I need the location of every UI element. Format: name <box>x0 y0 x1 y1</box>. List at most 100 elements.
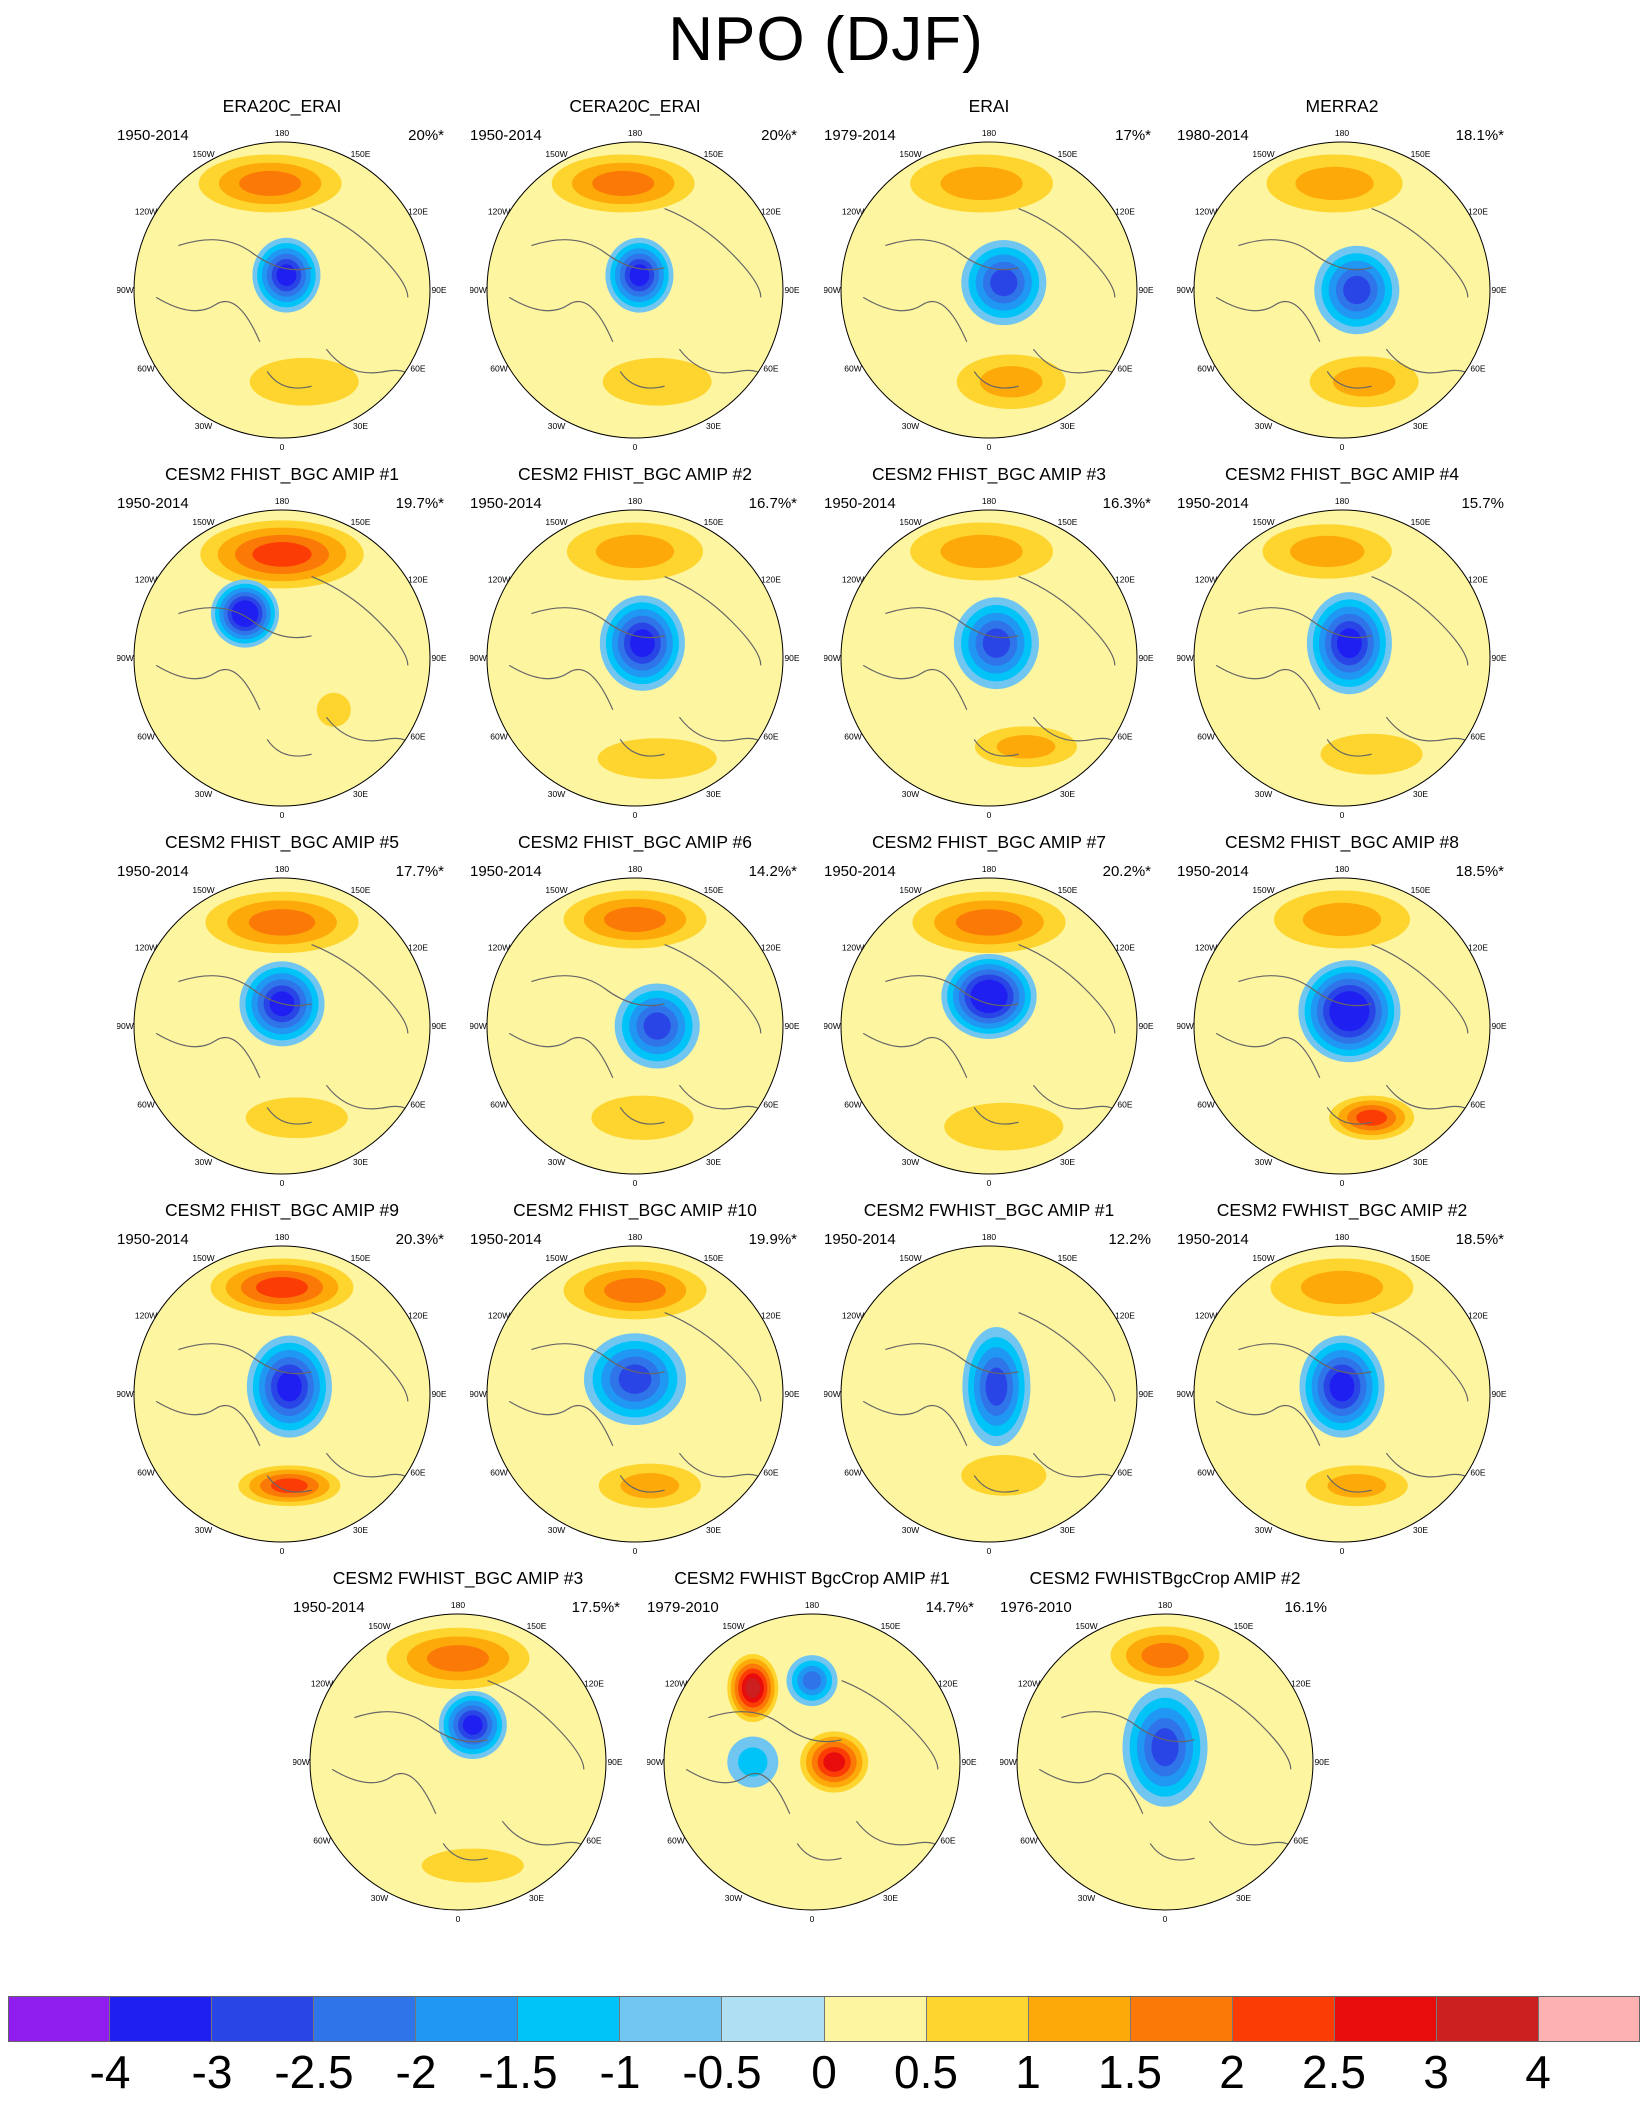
longitude-label: 180 <box>982 128 996 138</box>
coastline <box>1326 739 1372 757</box>
longitude-label: 0 <box>280 1546 285 1556</box>
map-boundary <box>486 141 784 439</box>
longitude-label: 90E <box>1491 1021 1506 1031</box>
high-anomaly-contour <box>745 1678 761 1698</box>
coastline <box>178 239 312 271</box>
panel-title: CESM2 FHIST_BGC AMIP #10 <box>513 1200 757 1220</box>
longitude-label: 30E <box>353 1525 368 1535</box>
longitude-label: 90W <box>1177 1389 1194 1399</box>
panel-title: CERA20C_ERAI <box>569 96 701 116</box>
longitude-label: 90E <box>431 285 446 295</box>
coastline <box>266 371 312 389</box>
longitude-label: 150E <box>704 149 724 159</box>
colorbar-labels: -4 -3 -2.5 -2 -1.5 -1 -0.5 0 0.5 1 1.5 2 2.5 3 4 <box>0 2046 1652 2098</box>
panel-period: 1979-2010 <box>647 1599 719 1616</box>
high-anomaly-contour <box>1302 902 1382 937</box>
longitude-label: 90E <box>431 1021 446 1031</box>
longitude-label: 120W <box>1018 1679 1040 1689</box>
coastline <box>178 1343 312 1375</box>
coastline <box>664 1312 762 1402</box>
longitude-label: 30E <box>706 789 721 799</box>
longitude-label: 30W <box>1255 421 1272 431</box>
panel-title: CESM2 FHIST_BGC AMIP #2 <box>517 464 753 484</box>
colorbar <box>8 1996 1640 2042</box>
longitude-label: 150E <box>704 1253 724 1263</box>
polar-map: 180 150E 120E 90E 60E 30E 0 30W 60W 90W 120W 150W <box>1177 864 1507 1188</box>
polar-map: 180 150E 120E 90E 60E 30E 0 30W 60W 90W 120W 150W <box>470 1232 800 1556</box>
coastline <box>531 975 665 1007</box>
high-anomaly-contour <box>592 170 655 196</box>
longitude-label: 180 <box>1335 864 1349 874</box>
low-anomaly-contour <box>985 1367 1008 1406</box>
coastline <box>442 1843 488 1861</box>
longitude-label: 150E <box>1411 885 1431 895</box>
map-boundary <box>840 509 1138 807</box>
high-anomaly-contour <box>1290 535 1365 568</box>
longitude-label: 0 <box>633 1178 638 1188</box>
coastline <box>1061 1711 1195 1743</box>
longitude-label: 0 <box>280 810 285 820</box>
longitude-label: 120W <box>488 1311 510 1321</box>
coastline <box>1215 1400 1321 1447</box>
colorbar-swatch <box>1232 1996 1335 2042</box>
coastline <box>862 664 968 711</box>
coastline <box>862 296 968 343</box>
coastline <box>708 1711 842 1743</box>
coastline <box>1215 296 1321 343</box>
longitude-label: 120W <box>488 943 510 953</box>
coastline <box>1215 1032 1321 1079</box>
polar-map: 180 150E 120E 90E 60E 30E 0 30W 60W 90W 120W 150W <box>647 1600 977 1924</box>
longitude-label: 90W <box>470 653 487 663</box>
colorbar-label: 1 <box>1015 2046 1041 2098</box>
high-anomaly-contour <box>1300 1270 1384 1305</box>
longitude-label: 30E <box>353 1157 368 1167</box>
longitude-label: 90E <box>1314 1757 1329 1767</box>
longitude-label: 60W <box>137 1468 154 1478</box>
panel-variance: 16.3%* <box>1102 495 1151 512</box>
longitude-label: 90E <box>607 1757 622 1767</box>
panel-title: CESM2 FWHIST_BGC AMIP #2 <box>1216 1200 1468 1220</box>
longitude-label: 90E <box>1491 653 1506 663</box>
longitude-label: 60W <box>844 1468 861 1478</box>
map-boundary <box>486 877 784 1175</box>
longitude-label: 150E <box>1411 1253 1431 1263</box>
panel-period: 1950-2014 <box>117 127 189 144</box>
longitude-label: 120E <box>1468 207 1488 217</box>
coastline <box>266 1475 312 1493</box>
high-anomaly-contour <box>955 909 1023 936</box>
longitude-label: 30W <box>1255 1157 1272 1167</box>
longitude-label: 60W <box>667 1836 684 1846</box>
coastline <box>1038 1768 1144 1815</box>
map-panel: CESM2 FHIST_BGC AMIP #9 1950-2014 20.3%* 18… <box>117 1200 447 1556</box>
panel-title: CESM2 FHIST_BGC AMIP #5 <box>164 832 400 852</box>
colorbar-label: -0.5 <box>682 2046 762 2098</box>
coastline <box>885 607 1019 639</box>
high-anomaly-contour <box>979 366 1043 398</box>
map-panel: CESM2 FWHIST_BGC AMIP #3 1950-2014 17.5%* 1… <box>293 1568 623 1924</box>
longitude-label: 30W <box>902 1157 919 1167</box>
coastline <box>1149 1843 1195 1861</box>
longitude-label: 150W <box>545 885 567 895</box>
longitude-label: 120E <box>1115 207 1135 217</box>
panel-variance: 16.1% <box>1284 1599 1327 1616</box>
panel-period: 1950-2014 <box>470 495 542 512</box>
longitude-label: 60E <box>1470 1100 1485 1110</box>
longitude-label: 60E <box>1117 364 1132 374</box>
panel-variance: 18.1%* <box>1455 127 1504 144</box>
panel-variance: 19.9%* <box>748 1231 797 1248</box>
coastline <box>178 975 312 1007</box>
longitude-label: 180 <box>628 496 642 506</box>
longitude-label: 30E <box>706 421 721 431</box>
map-panel: CESM2 FHIST_BGC AMIP #1 1950-2014 19.7%* 18… <box>117 464 447 820</box>
panel-variance: 20.2%* <box>1102 863 1151 880</box>
longitude-label: 120E <box>1291 1679 1311 1689</box>
high-anomaly-contour <box>1141 1642 1189 1668</box>
map-boundary <box>840 1245 1138 1543</box>
panel-period: 1950-2014 <box>824 1231 896 1248</box>
panel-title: MERRA2 <box>1305 96 1379 116</box>
longitude-label: 120W <box>665 1679 687 1689</box>
longitude-label: 30W <box>548 789 565 799</box>
map-background <box>134 510 430 806</box>
map-boundary <box>133 1245 431 1543</box>
longitude-label: 60W <box>1197 364 1214 374</box>
